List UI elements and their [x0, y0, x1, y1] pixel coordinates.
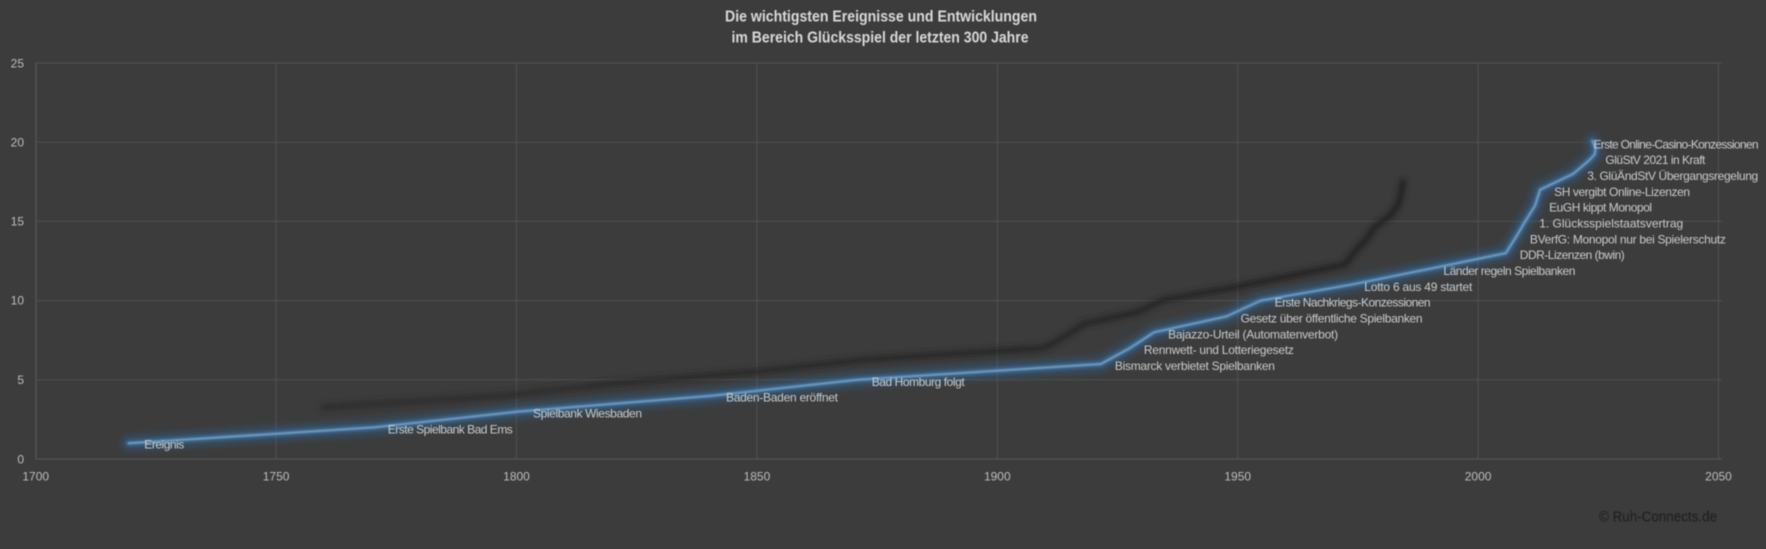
svg-text:Erste Online-Casino-Konzession: Erste Online-Casino-Konzessionen: [1594, 137, 1759, 151]
svg-text:2000: 2000: [1465, 470, 1492, 484]
svg-text:DDR-Lizenzen (bwin): DDR-Lizenzen (bwin): [1520, 248, 1625, 262]
svg-text:25: 25: [11, 57, 25, 71]
svg-text:im Bereich Glücksspiel der let: im Bereich Glücksspiel der letzten 300 J…: [732, 30, 1029, 47]
svg-text:0: 0: [17, 453, 24, 467]
svg-text:© Ruh-Connects.de: © Ruh-Connects.de: [1599, 509, 1717, 526]
svg-text:GlüStV 2021 in Kraft: GlüStV 2021 in Kraft: [1605, 153, 1706, 167]
svg-text:1950: 1950: [1224, 470, 1251, 484]
svg-text:Bajazzo-Urteil (Automatenverbo: Bajazzo-Urteil (Automatenverbot): [1168, 327, 1338, 341]
svg-text:Erste Nachkriegs-Konzessionen: Erste Nachkriegs-Konzessionen: [1275, 296, 1431, 310]
svg-text:Bismarck verbietet Spielbanken: Bismarck verbietet Spielbanken: [1115, 359, 1275, 373]
svg-text:Ereignis: Ereignis: [144, 438, 184, 452]
svg-text:1750: 1750: [263, 470, 290, 484]
svg-text:1. Glücksspielstaatsvertrag: 1. Glücksspielstaatsvertrag: [1539, 217, 1683, 231]
svg-text:3. GlüÄndStV Übergangsregelung: 3. GlüÄndStV Übergangsregelung: [1587, 169, 1758, 183]
svg-text:Die wichtigsten Ereignisse und: Die wichtigsten Ereignisse und Entwicklu…: [725, 9, 1037, 26]
svg-text:Länder regeln Spielbanken: Länder regeln Spielbanken: [1443, 264, 1575, 278]
svg-text:SH vergibt Online-Lizenzen: SH vergibt Online-Lizenzen: [1554, 185, 1690, 199]
svg-text:5: 5: [17, 373, 24, 387]
svg-text:Gesetz über öffentliche Spielb: Gesetz über öffentliche Spielbanken: [1241, 312, 1423, 326]
svg-text:10: 10: [11, 294, 25, 308]
svg-text:Rennwett- und Lotteriegesetz: Rennwett- und Lotteriegesetz: [1144, 343, 1294, 357]
svg-text:EuGH kippt Monopol: EuGH kippt Monopol: [1549, 201, 1652, 215]
svg-text:Baden-Baden eröffnet: Baden-Baden eröffnet: [726, 391, 839, 405]
svg-text:20: 20: [11, 136, 25, 150]
svg-text:1900: 1900: [984, 470, 1011, 484]
svg-text:15: 15: [11, 215, 25, 229]
svg-text:2050: 2050: [1705, 470, 1732, 484]
svg-text:1800: 1800: [503, 470, 530, 484]
svg-text:1700: 1700: [22, 470, 49, 484]
svg-text:Spielbank Wiesbaden: Spielbank Wiesbaden: [533, 407, 642, 421]
svg-text:Lotto 6 aus 49 startet: Lotto 6 aus 49 startet: [1364, 280, 1473, 294]
svg-text:1850: 1850: [744, 470, 771, 484]
svg-text:BVerfG: Monopol nur bei Spiele: BVerfG: Monopol nur bei Spielerschutz: [1530, 232, 1726, 246]
svg-text:Erste Spielbank Bad Ems: Erste Spielbank Bad Ems: [388, 422, 513, 436]
svg-text:Bad Homburg folgt: Bad Homburg folgt: [872, 375, 966, 389]
